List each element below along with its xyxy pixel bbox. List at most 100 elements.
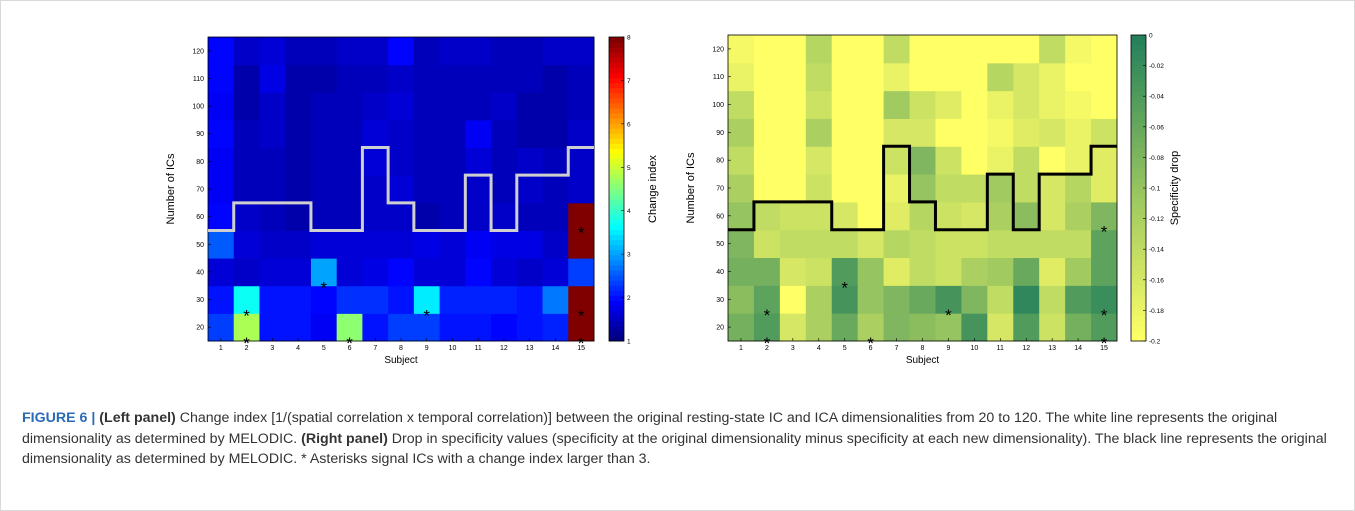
asterisk-marker: * (346, 334, 353, 353)
heatmap-cell (259, 64, 286, 93)
heatmap-cell (909, 146, 936, 175)
heatmap-cell (336, 230, 363, 259)
y-tick-label: 30 (716, 297, 724, 304)
heatmap-cell (439, 258, 466, 287)
y-tick-label: 80 (716, 158, 724, 165)
heatmap-cell (728, 257, 755, 286)
colorbar-segment (1131, 121, 1146, 128)
heatmap-cell (728, 313, 755, 342)
heatmap-cell (413, 37, 441, 66)
heatmap-cell (336, 119, 363, 149)
colorbar-segment (1131, 193, 1146, 199)
heatmap-cell (285, 119, 312, 149)
heatmap-cell (388, 175, 415, 204)
heatmap-cell (728, 229, 755, 259)
colorbar-segment (1131, 106, 1146, 112)
heatmap-cell (542, 313, 569, 342)
heatmap-cell (883, 118, 911, 147)
heatmap-cell (779, 285, 807, 314)
y-tick-label: 60 (716, 213, 724, 220)
colorbar-segment (609, 199, 624, 205)
heatmap-cell (831, 146, 859, 175)
x-axis-label: Subject (384, 355, 418, 366)
heatmap-cell (779, 62, 807, 92)
asterisk-marker: * (867, 334, 874, 353)
x-tick-label: 11 (475, 345, 482, 352)
heatmap-cell (388, 147, 415, 176)
colorbar-segment (1131, 295, 1146, 301)
colorbar-segment (1131, 203, 1146, 209)
y-tick-label: 80 (196, 159, 204, 166)
colorbar-segment (1131, 182, 1146, 189)
colorbar-tick-label: -0.14 (1149, 247, 1164, 254)
heatmap-cell (208, 64, 235, 93)
heatmap-cell (987, 229, 1014, 259)
heatmap-cell (568, 285, 595, 314)
heatmap-cell (568, 119, 595, 149)
heatmap-cell (1039, 90, 1066, 119)
heatmap-cell (753, 313, 781, 342)
heatmap-cell (753, 201, 781, 231)
original-dimensionality-line (208, 146, 594, 232)
colorbar-segment (609, 194, 624, 200)
colorbar-segment (1131, 65, 1146, 72)
heatmap-cell (805, 90, 833, 119)
colorbar-segment (609, 285, 624, 291)
colorbar-segment (609, 113, 624, 119)
y-tick-label: 40 (196, 269, 204, 276)
heatmap-cell (909, 118, 936, 147)
heatmap-cell (542, 64, 569, 93)
heatmap-cell (259, 119, 286, 149)
heatmap-cell (285, 258, 312, 287)
heatmap-cell (439, 64, 466, 93)
colorbar-segment (1131, 137, 1146, 143)
heatmap-cell (1013, 285, 1040, 314)
heatmap-cell (465, 230, 492, 259)
x-tick-label: 10 (970, 345, 978, 352)
colorbar-tick-label: 4 (627, 208, 631, 215)
heatmap-cell (542, 147, 569, 176)
colorbar-segment (609, 244, 624, 251)
colorbar-segment (1131, 320, 1146, 327)
heatmap-cell (542, 175, 569, 204)
heatmap-cell (1039, 174, 1066, 203)
heatmap-cell (753, 62, 781, 92)
heatmap-cell (909, 174, 936, 203)
colorbar-segment (609, 52, 624, 58)
heatmap-cell (413, 202, 441, 231)
colorbar-segment (609, 295, 624, 301)
asterisk-marker: * (578, 306, 585, 325)
heatmap-cell (779, 146, 807, 175)
heatmap-cell (1091, 313, 1118, 342)
heatmap-cell (516, 258, 544, 287)
heatmap-cell (388, 92, 415, 121)
heatmap-cell (259, 313, 286, 342)
heatmap-cell (987, 174, 1014, 203)
heatmap-cell (413, 119, 441, 149)
colorbar-tick-label: -0.08 (1149, 155, 1164, 162)
colorbar-tick-label: -0.1 (1149, 186, 1161, 193)
heatmap-cell (961, 285, 988, 314)
x-tick-label: 3 (270, 345, 274, 352)
colorbar-segment (1131, 244, 1146, 250)
heatmap-cell (1039, 35, 1066, 64)
asterisk-marker: * (243, 334, 250, 353)
heatmap-cell (259, 147, 286, 176)
colorbar-segment (1131, 310, 1146, 316)
heatmap-cell (909, 257, 936, 286)
heatmap-cell (1065, 257, 1092, 286)
colorbar-segment (1131, 223, 1146, 230)
colorbar-segment (609, 209, 624, 215)
colorbar-segment (609, 234, 624, 241)
heatmap-cell (728, 285, 755, 314)
y-tick-label: 100 (192, 104, 204, 111)
colorbar-segment (1131, 152, 1146, 158)
asterisk-marker: * (243, 306, 250, 325)
colorbar-segment (609, 249, 624, 256)
colorbar-segment (1131, 142, 1146, 148)
heatmap-cell (883, 146, 911, 175)
heatmap-cell (961, 146, 988, 175)
colorbar-segment (609, 37, 624, 43)
heatmap-cell (516, 37, 544, 66)
x-tick-label: 7 (895, 345, 899, 352)
